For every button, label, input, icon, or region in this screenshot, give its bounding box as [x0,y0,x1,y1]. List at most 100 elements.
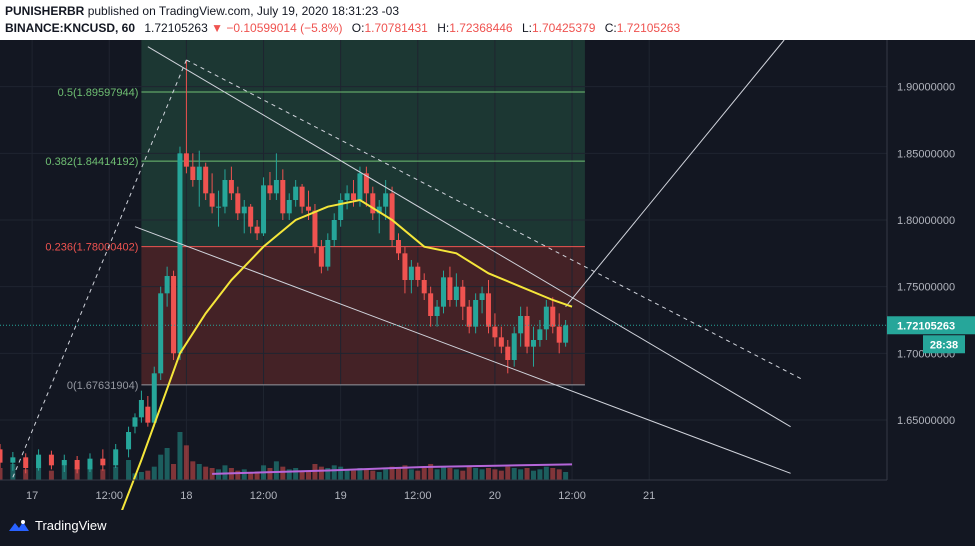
candle-body [447,277,453,300]
volume-bar [556,469,562,480]
fib-level-label: 0.5(1.89597944) [58,87,139,99]
candle-body [248,206,254,227]
time-tick-label: 18 [180,490,192,502]
volume-bar [428,464,434,480]
volume-bar [151,466,157,480]
volume-bar [563,472,569,480]
volume-bar [190,461,196,480]
ohlc-line: BINANCE:KNCUSD, 60 1.72105263 ▼ −0.10599… [5,21,680,35]
candle-body [113,449,119,466]
volume-bar [10,464,16,480]
candle-body [203,166,209,194]
candle-body [306,206,312,211]
candle-body [338,200,344,220]
volume-bar [466,466,472,480]
volume-bar [550,468,556,480]
countdown-label: 28:38 [930,339,958,351]
candle-body [537,329,543,340]
dashed-rise-line [12,59,187,478]
candle-body [61,460,67,466]
volume-bar [299,470,305,480]
candle-body [23,457,29,468]
volume-bar [370,470,376,480]
candle-body [286,200,292,214]
volume-bars [0,432,569,480]
candle-body [74,460,80,470]
volume-bar [389,466,395,480]
close-label: C: [604,21,617,35]
volume-bar [344,469,350,480]
volume-bar [447,468,453,480]
candle-body [505,346,511,360]
candle-body [222,180,228,207]
volume-bar [280,466,286,480]
fib-zones [141,40,585,385]
volume-bar [518,469,524,480]
candle-body [293,186,299,200]
volume-bar [543,466,549,480]
candle-body [441,277,446,307]
candle-body [138,400,144,418]
publish-line: PUNISHERBR published on TradingView.com,… [5,4,399,18]
candle-body [370,193,376,214]
candle-body [145,406,151,423]
volume-bar [61,465,67,480]
volume-bar [537,469,543,480]
volume-bar [524,468,530,480]
volume-bar [171,464,177,480]
volume-bar [363,469,369,480]
candle-body [376,206,382,214]
fib-lower-zone [141,246,585,385]
volume-bar [376,472,382,480]
volume-bar [113,466,119,480]
candle-body [126,432,132,450]
candle-body [325,240,331,267]
volume-bar [241,469,247,480]
candle-body [209,193,215,207]
moving-averages [121,198,573,510]
candle-body [273,180,279,194]
candle-body [196,166,202,180]
symbol-label[interactable]: BINANCE:KNCUSD, 60 [5,21,136,35]
volume-bar [203,466,209,480]
candle-body [492,326,498,338]
breakout-target-line [565,40,785,307]
candle-body [48,454,54,466]
candle-body [383,193,389,207]
current-price-label: 1.72105263 [897,320,955,332]
candle-body [415,266,421,280]
volume-bar [36,461,42,480]
brand-name: TradingView [35,518,107,533]
candle-body [100,458,106,466]
candle-body [473,300,479,327]
candle-body [389,193,395,240]
candle-body [254,226,260,234]
candle-body [318,246,324,267]
close-value: 1.72105263 [616,21,681,35]
tradingview-logo[interactable]: TradingView [8,518,107,533]
volume-bar [441,466,446,480]
low-value: 1.70425379 [531,21,596,35]
volume-bar [209,468,215,480]
volume-bar [248,472,254,480]
footer [0,510,975,546]
high-label: H: [437,21,450,35]
price-chart[interactable]: 0.5(1.89597944) 0.382(1.84414192) 0.236(1.… [0,40,975,510]
candle-body [36,454,42,468]
volume-bar [0,468,3,480]
dashed-projection-line [186,59,804,381]
volume-bar [479,469,485,480]
candle-body [396,240,402,254]
author-name[interactable]: PUNISHERBR [5,4,85,18]
candle-body [151,373,157,423]
candle-body [421,280,427,294]
volume-bar [511,468,517,480]
volume-bar [402,465,408,480]
time-tick-label: 20 [489,490,501,502]
volume-bar [267,468,273,480]
volume-bar [498,470,504,480]
volume-bar [505,466,511,480]
volume-bar [530,470,536,480]
volume-bar [453,469,459,480]
volume-bar [408,469,414,480]
